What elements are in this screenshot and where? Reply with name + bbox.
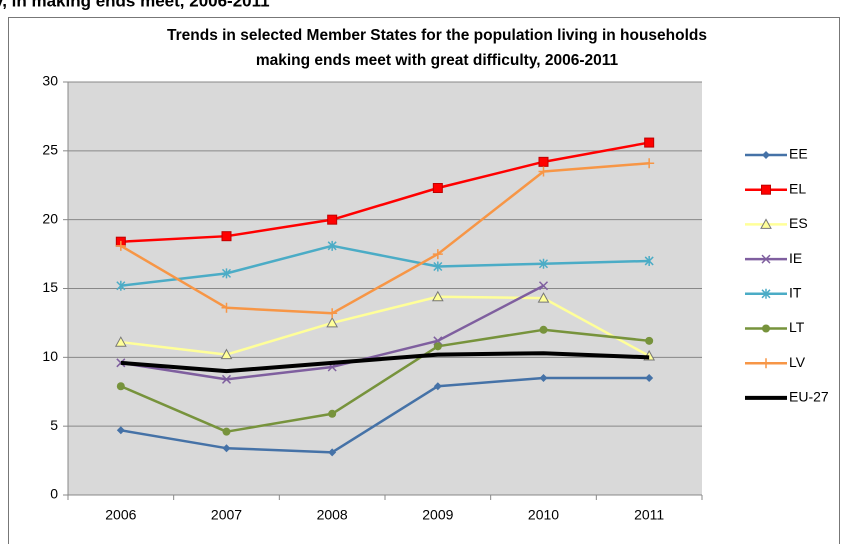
data-point	[538, 166, 549, 177]
data-point	[645, 336, 654, 345]
data-point	[537, 292, 550, 303]
data-point	[433, 261, 443, 272]
legend-label: IE	[789, 250, 802, 266]
page-header: y, in making ends meet, 2006-2011	[0, 0, 270, 10]
series-line	[120, 141, 650, 243]
data-point	[222, 444, 231, 453]
legend-marker	[761, 288, 771, 299]
legend-marker	[760, 218, 772, 229]
data-point	[538, 258, 549, 269]
legend-label: EU-27	[789, 389, 829, 405]
series-line	[120, 244, 650, 287]
data-point	[221, 302, 232, 313]
data-point	[116, 382, 125, 391]
data-point	[644, 137, 655, 148]
chart-title: making ends meet with great difficulty, …	[256, 52, 619, 69]
data-point	[432, 183, 443, 194]
y-tick-label: 25	[42, 142, 58, 158]
y-tick-label: 5	[50, 417, 58, 433]
data-point	[327, 308, 338, 319]
data-point	[645, 373, 654, 382]
y-tick-label: 30	[42, 73, 58, 89]
data-point	[328, 409, 337, 418]
y-tick-label: 20	[42, 210, 58, 226]
data-point	[115, 240, 126, 251]
legend-marker	[761, 184, 771, 195]
data-point	[644, 255, 654, 266]
data-point	[538, 281, 549, 291]
x-tick-label: 2008	[317, 507, 348, 523]
chart-title: Trends in selected Member States for the…	[167, 27, 707, 44]
data-point	[326, 316, 339, 328]
legend-label: EE	[789, 146, 808, 162]
legend-label: ES	[789, 215, 808, 231]
legend-label: EL	[789, 180, 806, 196]
data-point	[116, 358, 126, 368]
legend-marker	[761, 254, 771, 264]
data-point	[431, 290, 444, 302]
series-line	[120, 328, 650, 433]
data-point	[433, 342, 442, 351]
x-tick-label: 2011	[634, 507, 664, 523]
data-point	[221, 374, 232, 384]
data-point	[327, 214, 338, 225]
data-point	[222, 427, 231, 436]
data-point	[327, 240, 337, 251]
series-line	[120, 295, 650, 358]
legend-label: LV	[789, 354, 806, 370]
data-point	[538, 156, 549, 167]
data-point	[116, 426, 125, 435]
data-point	[539, 373, 548, 382]
legend-marker	[762, 151, 770, 159]
legend-marker	[762, 324, 770, 333]
series-line	[120, 351, 650, 374]
data-point	[539, 325, 548, 334]
legend-label: IT	[789, 285, 802, 301]
series-line	[120, 376, 650, 454]
y-tick-label: 10	[42, 348, 58, 364]
data-point	[328, 448, 337, 457]
x-tick-label: 2006	[105, 507, 136, 523]
x-tick-label: 2009	[422, 507, 453, 523]
legend-label: LT	[789, 319, 805, 335]
data-point	[221, 231, 232, 242]
legend-marker	[761, 358, 771, 369]
y-tick-label: 15	[42, 279, 58, 295]
x-tick-label: 2007	[211, 507, 242, 523]
data-point	[644, 158, 655, 169]
data-point	[114, 336, 127, 347]
data-point	[220, 348, 233, 360]
data-point	[221, 268, 232, 279]
series-line	[120, 161, 650, 315]
x-tick-label: 2010	[528, 507, 559, 523]
data-point	[432, 249, 443, 260]
data-point	[116, 280, 126, 291]
data-point	[433, 382, 442, 391]
y-tick-label: 0	[50, 486, 58, 502]
